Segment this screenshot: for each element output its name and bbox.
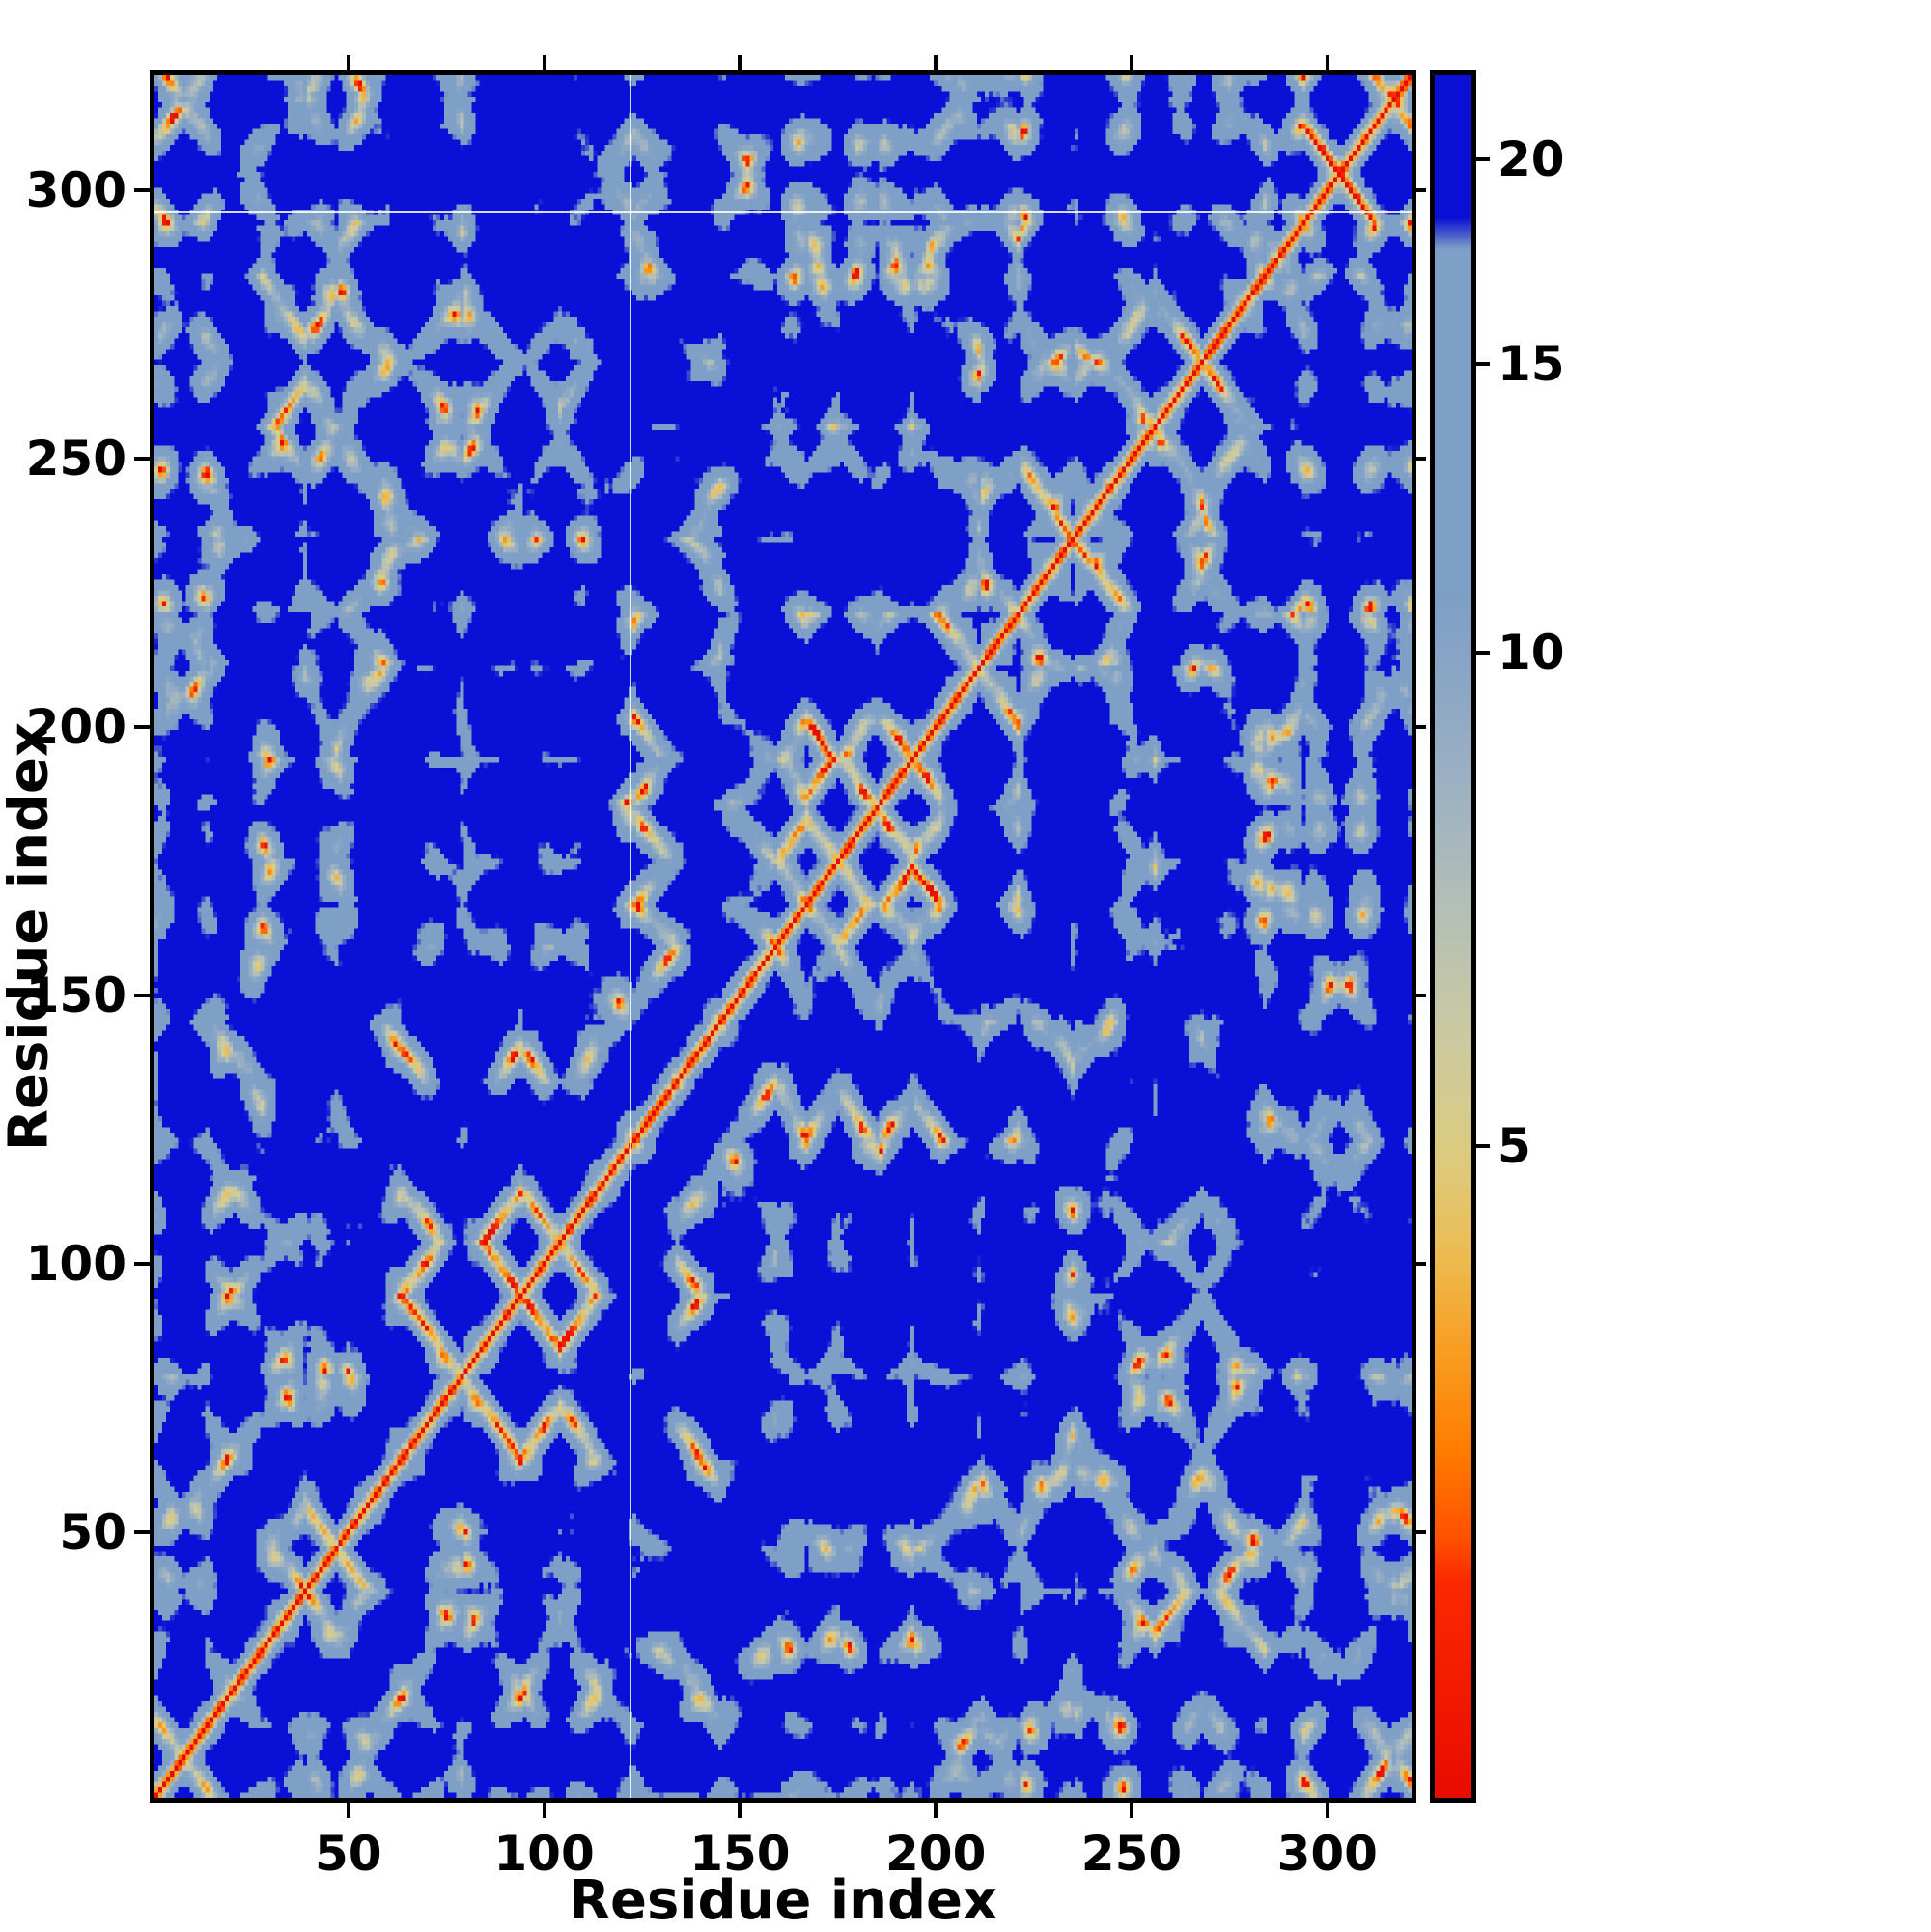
- y-tick-left: [134, 994, 150, 998]
- x-tick-top: [1325, 55, 1329, 70]
- x-tick-label: 200: [884, 1826, 987, 1882]
- x-tick-top: [934, 55, 938, 70]
- x-axis-label: Residue index: [568, 1869, 998, 1932]
- horizontal-gridline: [154, 210, 1412, 213]
- y-tick-right: [1416, 1262, 1426, 1267]
- colorbar-tick: [1476, 361, 1490, 366]
- x-tick-label: 300: [1276, 1826, 1378, 1882]
- x-tick-top: [346, 55, 350, 70]
- y-tick-left: [134, 725, 150, 730]
- y-tick-left: [134, 188, 150, 193]
- x-tick-label: 50: [314, 1826, 382, 1882]
- colorbar-tick: [1476, 1143, 1490, 1148]
- y-tick-label: 250: [25, 431, 126, 488]
- x-tick-bottom: [542, 1803, 546, 1818]
- x-tick-top: [542, 55, 546, 70]
- x-tick-bottom: [934, 1803, 938, 1818]
- colorbar-tick-label: 10: [1497, 624, 1565, 681]
- y-tick-label: 50: [59, 1503, 126, 1560]
- y-tick-label: 100: [25, 1236, 126, 1293]
- x-tick-label: 150: [689, 1826, 791, 1882]
- y-axis-label: Residue index: [0, 721, 61, 1152]
- x-tick-bottom: [346, 1803, 350, 1818]
- x-tick-bottom: [738, 1803, 742, 1818]
- y-tick-right: [1416, 725, 1426, 730]
- colorbar-tick: [1476, 650, 1490, 655]
- y-tick-right: [1416, 1529, 1426, 1534]
- y-tick-right: [1416, 457, 1426, 462]
- colorbar-canvas: [1435, 75, 1471, 1798]
- colorbar-tick: [1476, 156, 1490, 161]
- x-tick-bottom: [1325, 1803, 1329, 1818]
- x-tick-label: 100: [493, 1826, 595, 1882]
- x-tick-bottom: [1129, 1803, 1133, 1818]
- colorbar-tick-label: 5: [1497, 1117, 1531, 1174]
- colorbar-tick-label: 20: [1497, 130, 1565, 187]
- x-tick-top: [1129, 55, 1133, 70]
- y-tick-left: [134, 457, 150, 462]
- vertical-gridline: [629, 75, 631, 1798]
- colorbar: [1430, 70, 1476, 1803]
- x-tick-top: [738, 55, 742, 70]
- colorbar-tick-label: 15: [1497, 335, 1565, 392]
- y-tick-left: [134, 1529, 150, 1534]
- plot-area: [150, 70, 1416, 1803]
- y-tick-label: 150: [25, 967, 126, 1024]
- x-tick-label: 250: [1080, 1826, 1183, 1882]
- heatmap-canvas: [154, 75, 1412, 1798]
- y-tick-label: 300: [25, 162, 126, 219]
- y-tick-label: 200: [25, 699, 126, 756]
- y-tick-right: [1416, 188, 1426, 193]
- y-tick-right: [1416, 994, 1426, 998]
- y-tick-left: [134, 1262, 150, 1267]
